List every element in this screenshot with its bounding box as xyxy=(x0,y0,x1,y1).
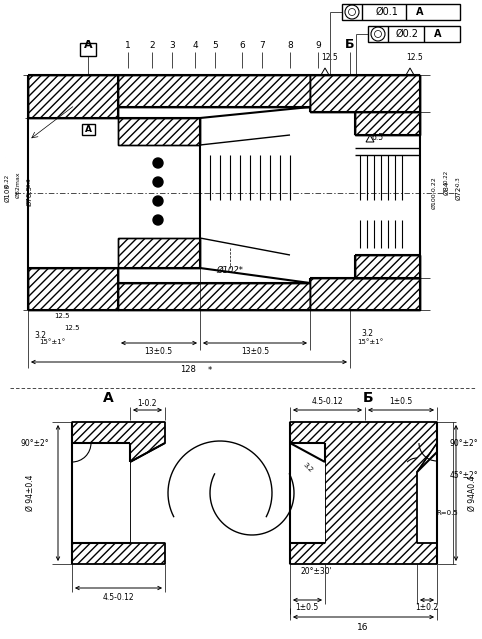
Polygon shape xyxy=(310,75,420,112)
Text: 6: 6 xyxy=(239,40,245,49)
Text: 4.5-0.12: 4.5-0.12 xyxy=(102,592,134,601)
Text: 15°±1°: 15°±1° xyxy=(357,339,383,345)
Text: 3.2: 3.2 xyxy=(361,328,373,337)
Text: -0.3: -0.3 xyxy=(456,176,461,187)
Polygon shape xyxy=(118,283,310,310)
Text: 4.5-0.12: 4.5-0.12 xyxy=(311,397,343,406)
Text: А: А xyxy=(416,7,424,17)
Text: 12.5: 12.5 xyxy=(321,54,338,63)
Text: Ø82max: Ø82max xyxy=(16,172,21,198)
Text: 8: 8 xyxy=(287,40,293,49)
Polygon shape xyxy=(406,68,414,75)
Text: Ø0.1: Ø0.1 xyxy=(375,7,399,17)
Text: 6.5: 6.5 xyxy=(372,134,384,142)
Text: 20°±30': 20°±30' xyxy=(300,567,332,576)
Text: 1±0.5: 1±0.5 xyxy=(389,397,413,406)
Text: 13±0.5: 13±0.5 xyxy=(144,346,172,355)
Text: Ø 94A0.4: Ø 94A0.4 xyxy=(468,475,477,511)
Text: 128: 128 xyxy=(180,366,196,374)
Text: 90°±2°: 90°±2° xyxy=(21,438,49,447)
Text: 2: 2 xyxy=(149,40,155,49)
Text: 90°±2°: 90°±2° xyxy=(450,440,479,449)
Text: Ø84: Ø84 xyxy=(444,181,450,195)
Text: Ø78.5: Ø78.5 xyxy=(27,185,33,206)
Polygon shape xyxy=(355,255,420,278)
Text: Б: Б xyxy=(345,38,355,52)
Text: Б: Б xyxy=(362,391,374,405)
Text: -0.22: -0.22 xyxy=(5,174,10,188)
Text: 3.2: 3.2 xyxy=(302,462,314,474)
Text: -0.3: -0.3 xyxy=(27,178,32,189)
Text: А: А xyxy=(103,391,113,405)
Circle shape xyxy=(153,196,163,206)
Polygon shape xyxy=(118,238,200,268)
Bar xyxy=(80,43,96,56)
Polygon shape xyxy=(290,443,325,543)
Text: *: * xyxy=(208,366,212,374)
Text: 1±0.5: 1±0.5 xyxy=(295,603,319,613)
Text: 1±0.2: 1±0.2 xyxy=(415,603,439,613)
Text: Ø100-0.22: Ø100-0.22 xyxy=(432,176,437,210)
Polygon shape xyxy=(28,75,118,118)
Bar xyxy=(82,124,95,135)
Text: 9: 9 xyxy=(315,40,321,49)
Circle shape xyxy=(153,177,163,187)
Polygon shape xyxy=(321,68,329,75)
Polygon shape xyxy=(118,75,310,107)
Bar xyxy=(342,4,460,20)
Text: 15°±1°: 15°±1° xyxy=(39,339,65,345)
Text: 3.2: 3.2 xyxy=(34,330,46,339)
Polygon shape xyxy=(118,118,200,145)
Text: А: А xyxy=(84,125,92,134)
Polygon shape xyxy=(72,443,130,543)
Text: 1: 1 xyxy=(125,40,131,49)
Text: Ø102*: Ø102* xyxy=(216,265,243,275)
Text: Ø0.2: Ø0.2 xyxy=(396,29,418,39)
Text: А: А xyxy=(434,29,442,39)
Text: 4: 4 xyxy=(192,40,198,49)
Text: Ø 94±0.4: Ø 94±0.4 xyxy=(26,475,35,511)
Text: 5: 5 xyxy=(212,40,218,49)
Circle shape xyxy=(153,215,163,225)
Circle shape xyxy=(153,158,163,168)
Text: R=0.5: R=0.5 xyxy=(436,510,458,516)
Text: 1-0.2: 1-0.2 xyxy=(137,399,157,408)
Text: 13±0.5: 13±0.5 xyxy=(241,346,269,355)
Text: 12.5: 12.5 xyxy=(54,313,70,319)
Text: -0.22: -0.22 xyxy=(444,170,449,184)
Polygon shape xyxy=(290,422,437,564)
Bar xyxy=(368,26,460,42)
Text: 7: 7 xyxy=(259,40,265,49)
Text: Ø72: Ø72 xyxy=(456,186,462,200)
Text: Ø100: Ø100 xyxy=(5,183,11,203)
Text: 3: 3 xyxy=(169,40,175,49)
Text: А: А xyxy=(84,40,93,50)
Polygon shape xyxy=(366,135,374,142)
Polygon shape xyxy=(355,112,420,135)
Polygon shape xyxy=(28,268,118,310)
Text: 16: 16 xyxy=(357,622,369,631)
Text: 45°±2°: 45°±2° xyxy=(450,470,479,479)
Text: 12.5: 12.5 xyxy=(407,54,423,63)
Polygon shape xyxy=(310,278,420,310)
Polygon shape xyxy=(72,422,165,564)
Text: 12.5: 12.5 xyxy=(64,325,80,331)
